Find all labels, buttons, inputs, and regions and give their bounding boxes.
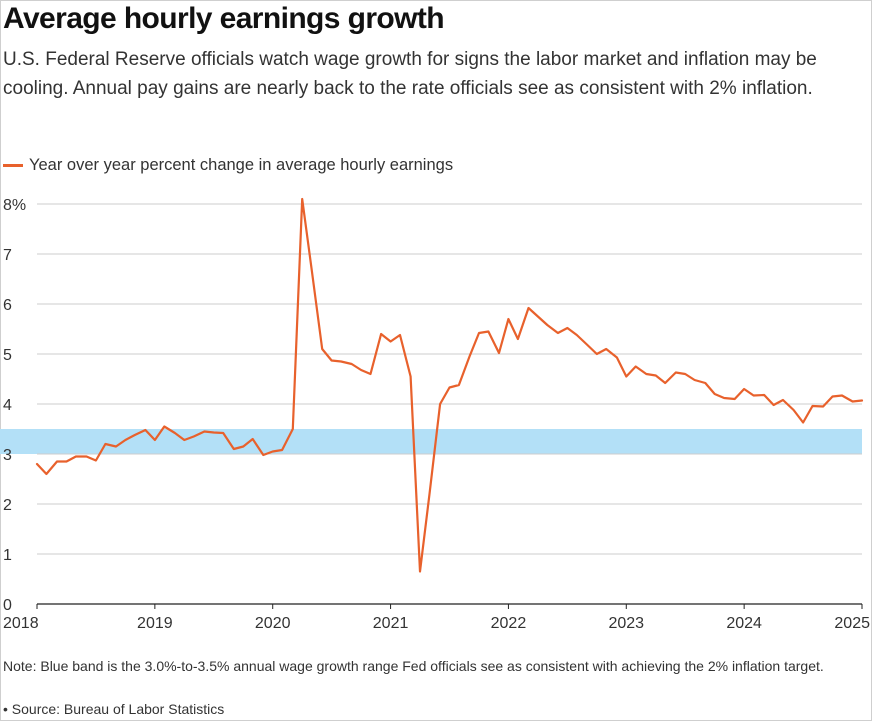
x-tick-label: 2022 — [491, 615, 527, 632]
chart-source: • Source: Bureau of Labor Statistics — [3, 701, 225, 717]
x-tick-label: 2018 — [3, 615, 39, 632]
chart-subtitle: U.S. Federal Reserve officials watch wag… — [3, 49, 817, 99]
y-tick-label: 4 — [3, 397, 12, 414]
chart-note: Note: Blue band is the 3.0%-to-3.5% annu… — [3, 658, 824, 674]
y-tick-label: 0 — [3, 597, 12, 614]
x-tick-label: 2021 — [373, 615, 409, 632]
legend-line-swatch — [3, 164, 23, 167]
x-tick-label: 2023 — [608, 615, 644, 632]
y-tick-label: 1 — [3, 547, 12, 564]
target-band — [0, 429, 862, 454]
y-tick-label: 8% — [3, 197, 26, 214]
y-tick-label: 2 — [3, 497, 12, 514]
x-tick-label: 2025 — [834, 615, 870, 632]
line-chart: 0 1 2 3 4 5 6 7 8% 2018 2019 2020 2021 2022 2023 2024 20… — [0, 197, 870, 632]
y-tick-label: 3 — [3, 447, 12, 464]
x-tick-label: 2020 — [255, 615, 291, 632]
chart-title: Average hourly earnings growth — [3, 2, 445, 35]
legend-label: Year over year percent change in average… — [29, 156, 454, 174]
y-tick-label: 5 — [3, 347, 12, 364]
chart-legend: Year over year percent change in average… — [3, 156, 453, 175]
x-tick-label: 2024 — [726, 615, 762, 632]
x-tick-label: 2019 — [137, 615, 173, 632]
y-tick-label: 6 — [3, 297, 12, 314]
y-tick-label: 7 — [3, 247, 12, 264]
series-line — [35, 197, 864, 573]
